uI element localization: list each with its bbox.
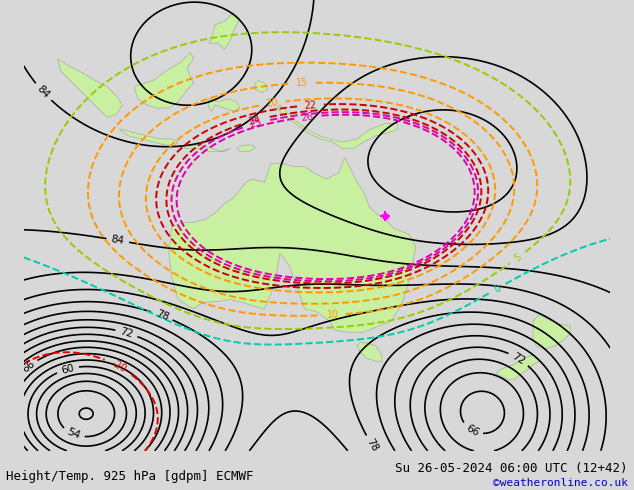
- Text: Su 26-05-2024 06:00 UTC (12+42): Su 26-05-2024 06:00 UTC (12+42): [395, 462, 628, 475]
- Polygon shape: [209, 99, 240, 111]
- Polygon shape: [533, 315, 570, 349]
- Text: Height/Temp. 925 hPa [gdpm] ECMWF: Height/Temp. 925 hPa [gdpm] ECMWF: [6, 469, 254, 483]
- Text: 26: 26: [301, 111, 314, 122]
- Text: 5: 5: [512, 252, 523, 264]
- Text: 72: 72: [119, 326, 134, 340]
- Text: 84: 84: [35, 84, 51, 100]
- Text: 25: 25: [249, 117, 263, 130]
- Polygon shape: [496, 355, 540, 380]
- Text: 78: 78: [365, 437, 380, 454]
- Text: ©weatheronline.co.uk: ©weatheronline.co.uk: [493, 478, 628, 488]
- Text: 54: 54: [65, 427, 82, 441]
- Text: 10: 10: [326, 310, 339, 320]
- Text: 22: 22: [304, 100, 317, 111]
- Polygon shape: [135, 52, 193, 108]
- Text: 60: 60: [60, 363, 75, 376]
- Text: 20: 20: [265, 98, 279, 109]
- Polygon shape: [169, 157, 416, 332]
- Text: 84: 84: [110, 234, 125, 246]
- Text: 66: 66: [20, 359, 36, 375]
- Text: 24: 24: [247, 114, 261, 127]
- Polygon shape: [256, 80, 268, 93]
- Text: 72: 72: [510, 351, 527, 367]
- Text: 78: 78: [154, 309, 170, 323]
- Polygon shape: [58, 59, 122, 117]
- Polygon shape: [236, 145, 256, 151]
- Text: 66: 66: [464, 423, 481, 438]
- Polygon shape: [184, 145, 231, 151]
- Text: 15: 15: [295, 78, 308, 88]
- Polygon shape: [357, 343, 382, 361]
- Polygon shape: [209, 12, 240, 49]
- Text: -20: -20: [109, 358, 128, 374]
- Polygon shape: [277, 105, 398, 148]
- Text: 0: 0: [492, 283, 502, 294]
- Polygon shape: [119, 130, 178, 145]
